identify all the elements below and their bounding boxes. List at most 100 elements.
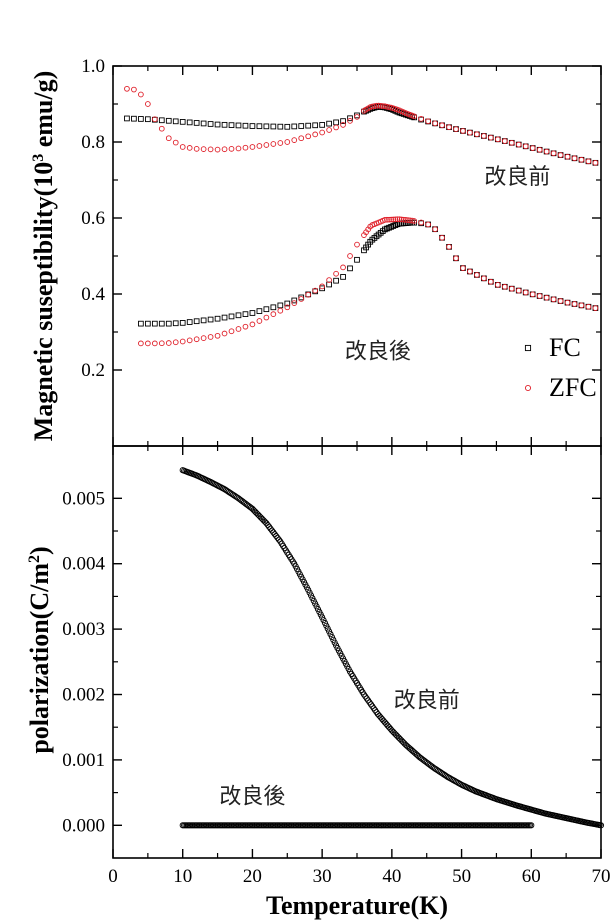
fc-point — [284, 123, 291, 130]
zfc-point — [373, 102, 380, 109]
zfc-point — [488, 134, 494, 141]
zfc-point — [235, 326, 242, 332]
fc-point — [347, 115, 353, 122]
zfc-point — [256, 143, 263, 149]
zfc-point — [340, 122, 346, 128]
zfc-point — [207, 146, 214, 153]
zfc-point — [298, 296, 305, 302]
zfc-point — [384, 216, 390, 223]
zfc-point — [411, 113, 418, 120]
fc-point — [326, 120, 332, 127]
zfc-point — [221, 330, 228, 337]
zfc-point — [398, 216, 405, 223]
zfc-point — [571, 155, 578, 162]
fc-point — [186, 119, 193, 126]
zfc-point — [242, 144, 249, 151]
top-axis-ticks: 0.2 0.4 0.6 0.8 1.0 — [81, 56, 602, 446]
zfc-point — [578, 156, 585, 163]
polarization-point — [327, 631, 334, 638]
zfc-point — [407, 217, 413, 224]
zfc-point — [319, 129, 325, 136]
fc-point — [263, 306, 270, 313]
zfc-point — [564, 153, 571, 160]
polarization-point — [330, 636, 337, 643]
zfc-point — [277, 140, 284, 146]
zfc-point — [543, 294, 550, 301]
zfc-point — [124, 85, 130, 92]
zfc-point — [228, 328, 235, 335]
zfc-point — [571, 301, 578, 307]
zfc-point — [557, 298, 564, 304]
zfc-point — [425, 221, 431, 228]
zfc-point — [165, 340, 172, 346]
zfc-point — [270, 311, 277, 317]
zfc-point — [396, 216, 403, 223]
fc-point — [263, 123, 270, 130]
zfc-point — [446, 124, 452, 131]
fc-point — [228, 313, 235, 320]
zfc-point — [382, 103, 388, 110]
zfc-point — [347, 253, 353, 259]
zfc-point — [515, 287, 522, 294]
zfc-point — [186, 145, 193, 151]
y-tick-label: 0.002 — [62, 685, 105, 706]
zfc-point — [291, 137, 298, 143]
zfc-point — [402, 217, 409, 223]
polarization-point — [319, 614, 326, 621]
zfc-point — [536, 146, 543, 153]
x-tick-label: 70 — [592, 866, 610, 887]
zfc-point — [488, 278, 494, 285]
fc-point — [354, 256, 360, 263]
zfc-point — [550, 296, 557, 303]
top-y-axis-title: Magnetic suseptibility(103 emu/g) — [29, 71, 58, 442]
x-tick-label: 60 — [522, 866, 541, 887]
polarization-point — [379, 715, 386, 723]
zfc-point — [305, 133, 312, 140]
zfc-point — [400, 216, 407, 223]
fc-point — [131, 115, 137, 122]
fc-point — [340, 118, 346, 124]
fc-point — [340, 274, 346, 280]
polarization-point — [376, 712, 383, 719]
bottom-data-points — [179, 467, 605, 829]
zfc-point — [249, 144, 256, 150]
polarization-point — [323, 622, 330, 629]
zfc-point — [214, 146, 221, 153]
fc-point — [151, 320, 158, 327]
polarization-point — [324, 625, 331, 632]
zfc-point — [446, 244, 452, 250]
legend-label: FC — [549, 333, 581, 362]
zfc-point — [347, 118, 353, 124]
zfc-point — [151, 340, 158, 347]
polarization-point — [275, 536, 282, 543]
fc-point — [200, 317, 207, 324]
x-tick-label: 50 — [452, 866, 471, 887]
fc-point — [145, 320, 151, 327]
zfc-point — [432, 120, 438, 127]
polarization-point — [528, 822, 535, 829]
fc-point — [172, 118, 179, 125]
zfc-point — [392, 216, 399, 223]
fc-point — [165, 320, 172, 327]
zfc-point — [394, 216, 401, 223]
y-tick-label: 0.001 — [62, 750, 105, 771]
fc-point — [145, 116, 151, 123]
polarization-point — [377, 714, 384, 721]
zfc-point — [193, 145, 200, 152]
y-tick-label: 0.003 — [62, 619, 105, 640]
legend-zfc-marker — [524, 384, 532, 392]
zfc-point — [263, 314, 270, 321]
fc-point — [214, 315, 221, 322]
fc-point — [214, 121, 221, 128]
zfc-point — [585, 303, 592, 310]
polarization-point — [320, 617, 327, 624]
zfc-point — [529, 291, 536, 298]
zfc-point — [326, 277, 332, 283]
zfc-point — [179, 338, 186, 345]
y-tick-label: 1.0 — [81, 56, 105, 77]
zfc-point — [291, 300, 298, 306]
fc-point — [124, 115, 130, 122]
zfc-point — [522, 143, 529, 150]
x-tick-label: 0 — [108, 866, 118, 887]
zfc-point — [425, 118, 431, 125]
